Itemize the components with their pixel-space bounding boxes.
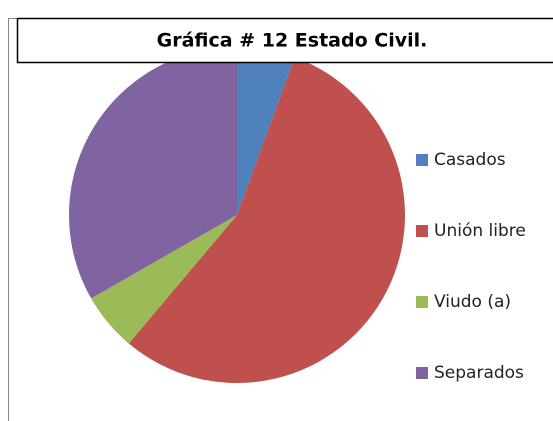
pie-slice — [68, 47, 237, 299]
legend-swatch — [416, 154, 428, 166]
legend-label: Unión libre — [434, 221, 526, 241]
legend-swatch — [416, 367, 428, 379]
legend: Casados Unión libre Viudo (a) Separados — [416, 150, 526, 383]
pie-slice — [91, 215, 237, 344]
pie — [68, 47, 405, 383]
legend-label: Viudo (a) — [434, 292, 511, 312]
chart-title: Gráfica # 12 Estado Civil. — [157, 30, 428, 52]
legend-swatch — [416, 296, 428, 308]
legend-swatch — [416, 225, 428, 237]
pie-slice — [128, 57, 405, 383]
legend-label: Casados — [434, 150, 506, 170]
legend-label: Separados — [434, 363, 524, 383]
title-box — [16, 17, 553, 64]
pie-slice — [237, 47, 295, 215]
